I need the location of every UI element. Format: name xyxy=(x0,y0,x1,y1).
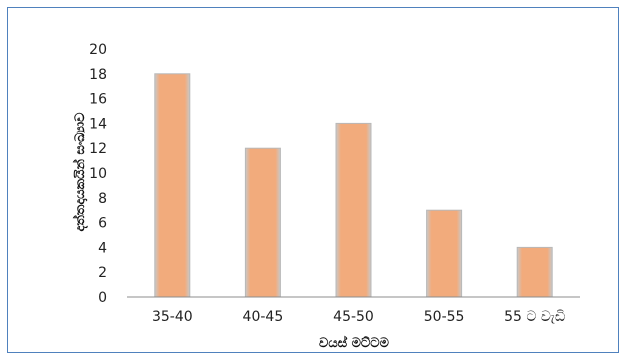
y-tick-label: 8 xyxy=(98,191,107,207)
y-axis-title: දත්තදායකයින් සංඛ්‍යාව xyxy=(71,112,89,232)
x-tick-label: 45-50 xyxy=(333,309,374,325)
x-tick-label: 35-40 xyxy=(152,309,193,325)
y-tick-label: 18 xyxy=(89,67,107,83)
y-tick-label: 14 xyxy=(89,116,107,132)
y-tick-label: 2 xyxy=(98,265,107,281)
y-tick-label: 16 xyxy=(89,92,107,108)
x-tick-label: 55 ට වැඩි xyxy=(504,309,565,325)
x-tick-label: 50-55 xyxy=(424,309,465,325)
bar xyxy=(426,209,463,298)
y-tick-label: 0 xyxy=(98,290,107,306)
y-tick-label: 4 xyxy=(98,240,107,256)
bar xyxy=(154,73,191,298)
y-tick-label: 12 xyxy=(89,141,107,157)
bar xyxy=(335,122,372,298)
x-tick-label: 40-45 xyxy=(243,309,284,325)
x-axis-title: වයස් මට්ටම xyxy=(319,334,390,351)
bar xyxy=(244,147,281,298)
bars xyxy=(154,73,553,298)
y-tick-label: 10 xyxy=(89,166,107,182)
x-axis-ticks: 35-40 40-45 45-50 50-55 55 ට වැඩි xyxy=(152,309,565,325)
y-tick-label: 20 xyxy=(89,42,107,58)
y-tick-label: 6 xyxy=(98,216,107,232)
y-axis-ticks: 0 2 4 6 8 10 12 14 16 18 20 xyxy=(89,42,107,306)
bar xyxy=(516,246,553,298)
